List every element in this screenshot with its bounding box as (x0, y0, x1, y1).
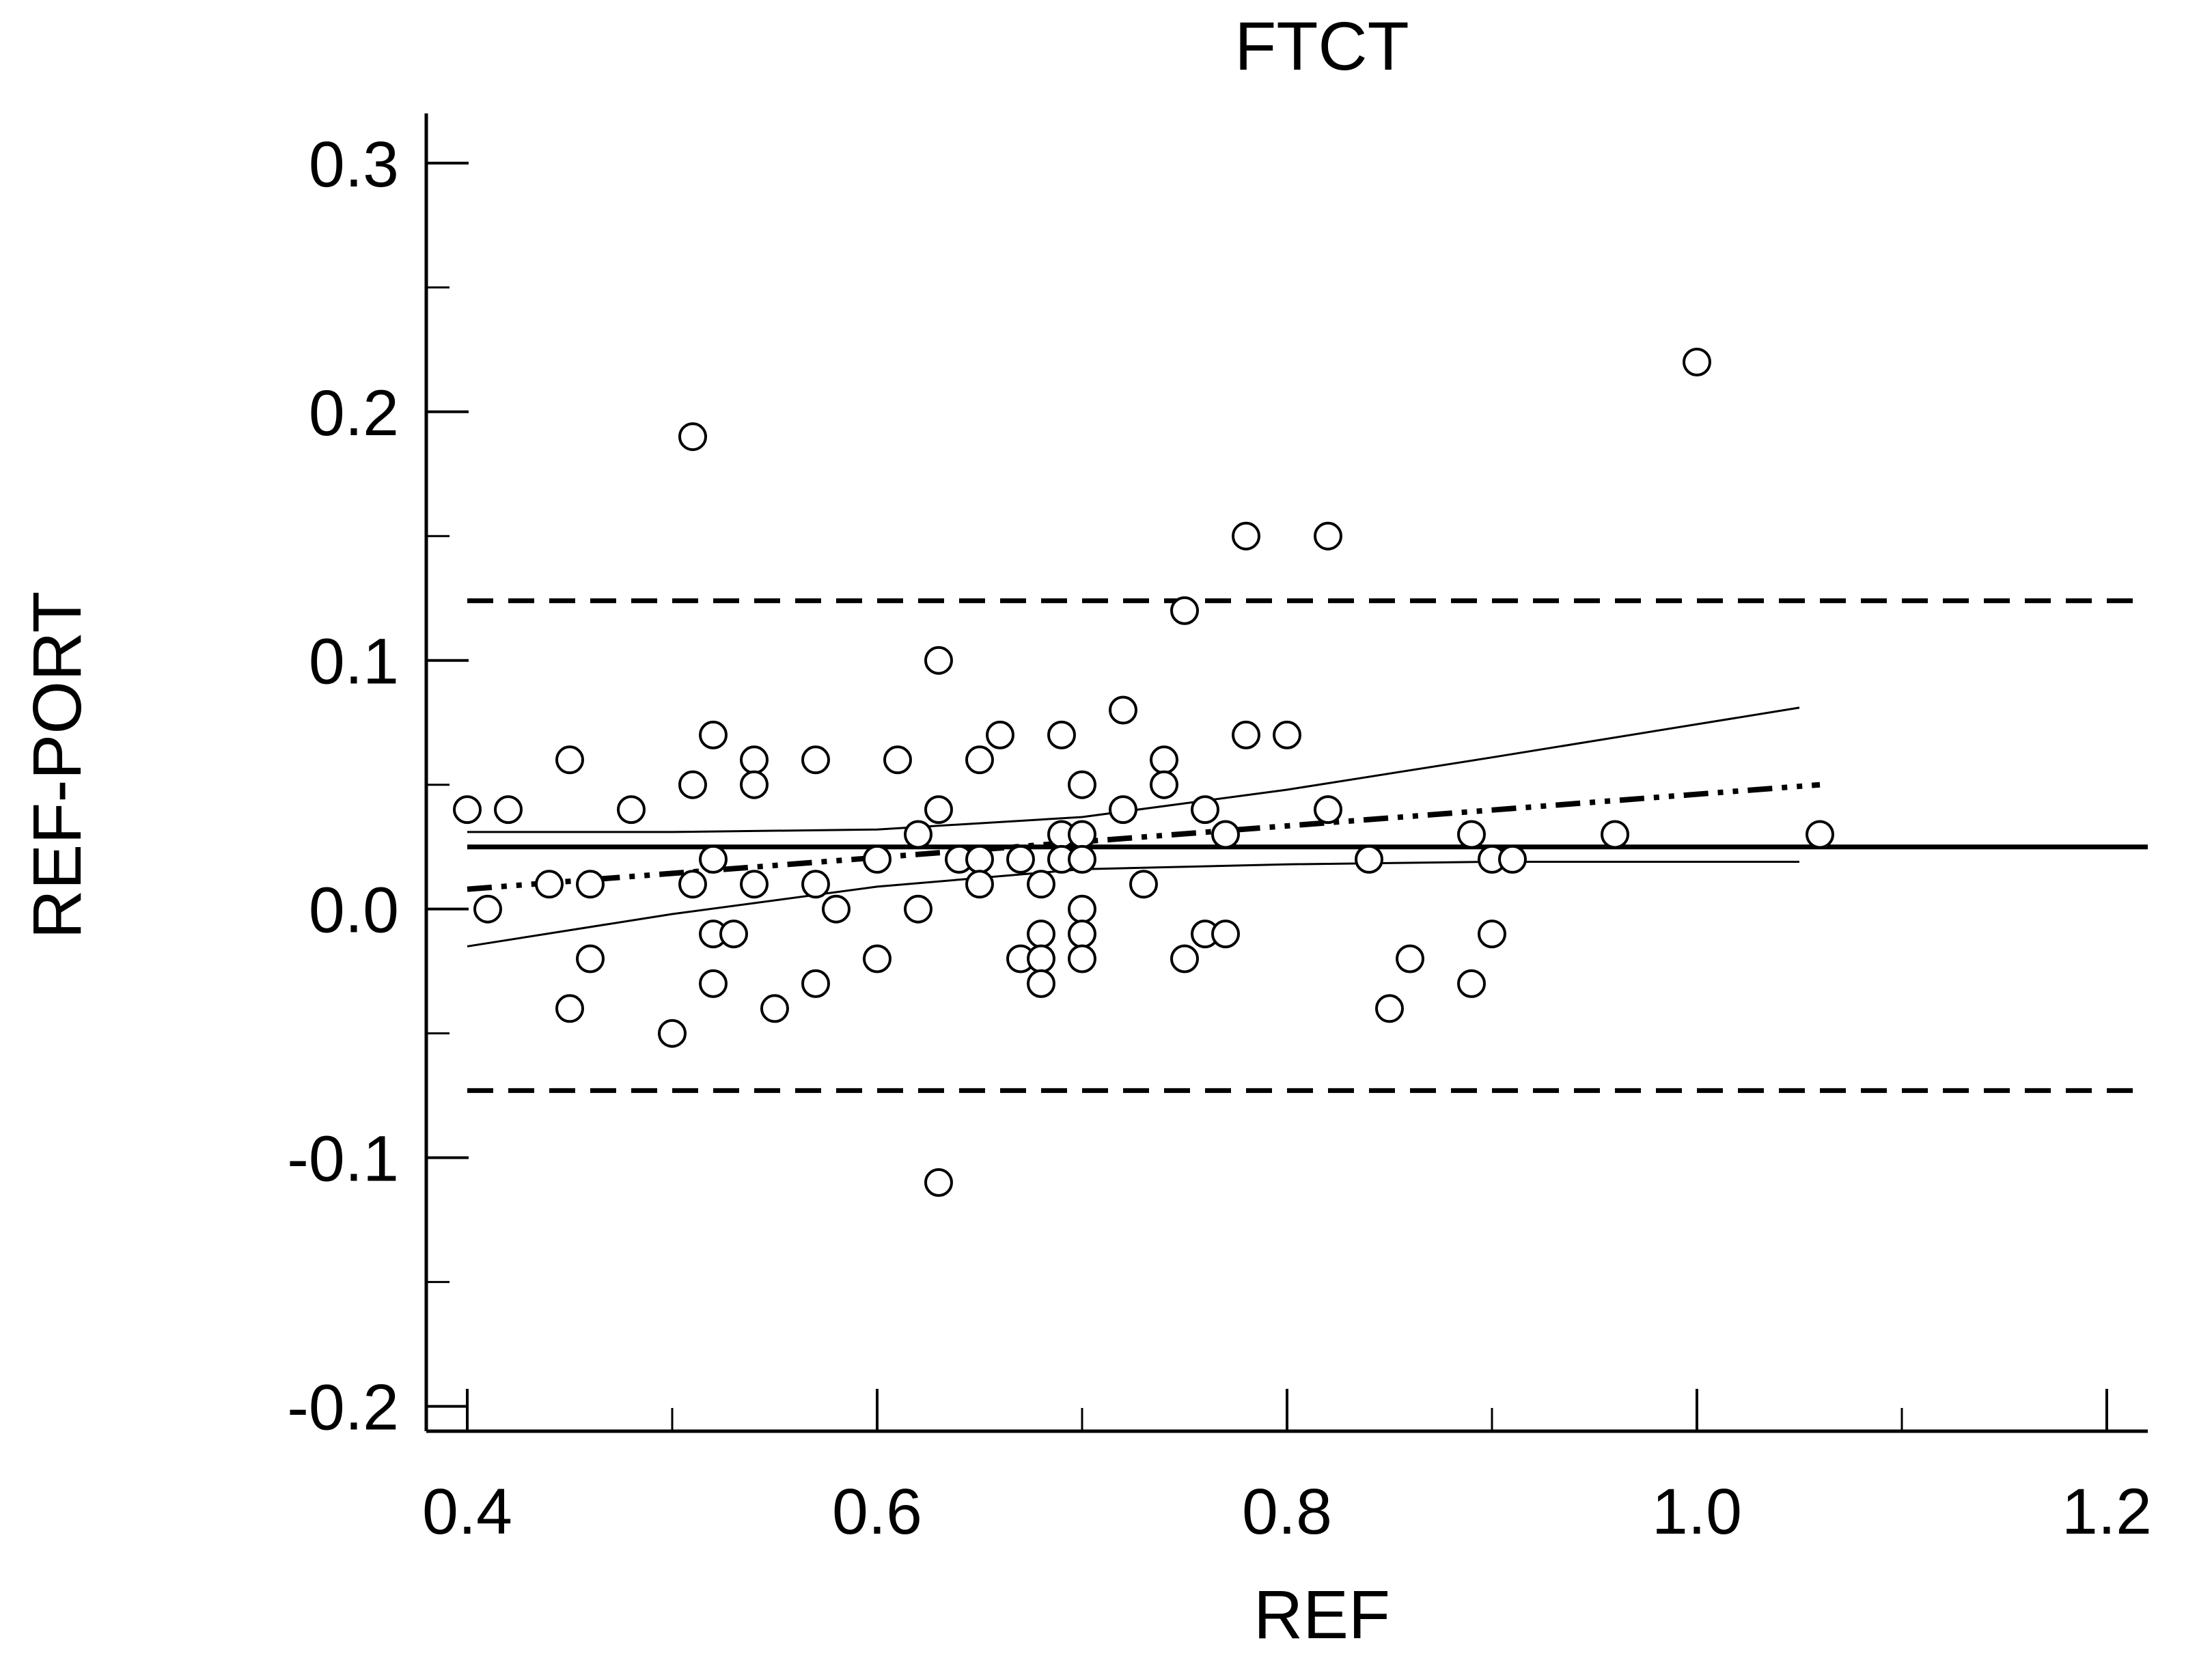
data-point (740, 745, 769, 775)
data-point (1498, 844, 1527, 874)
x-tick-label: 0.6 (832, 1476, 922, 1548)
data-point (617, 795, 646, 825)
data-point (924, 1168, 953, 1197)
data-point (494, 795, 523, 825)
regression-line (467, 782, 1821, 892)
data-point (1027, 969, 1055, 998)
y-tick-label: -0.1 (287, 1123, 399, 1196)
data-point (1273, 720, 1301, 749)
data-point (473, 894, 502, 924)
data-point (1806, 820, 1834, 849)
y-tick-label: 0.0 (309, 874, 399, 947)
data-point (555, 994, 584, 1023)
data-point (1191, 795, 1219, 825)
y-axis-title: REF-PORT (19, 591, 96, 939)
data-point (1109, 795, 1137, 825)
data-point (1068, 844, 1096, 874)
data-point (699, 720, 728, 749)
axes: -0.2 -0.1 0.0 0.1 0.2 0.3 0.4 0.6 0.8 1.0 1.2 (287, 113, 2152, 1548)
data-point (883, 745, 912, 775)
data-point (678, 422, 707, 452)
data-point (1068, 944, 1096, 973)
data-point (699, 844, 728, 874)
data-point (1068, 770, 1096, 799)
data-point (719, 920, 748, 949)
data-point (1170, 944, 1199, 973)
data-point (1170, 596, 1199, 625)
data-point (740, 870, 769, 899)
data-point (1232, 521, 1260, 551)
data-point (576, 944, 605, 973)
chart-title: FTCT (1234, 8, 1409, 85)
data-point (965, 745, 994, 775)
data-point (1068, 920, 1096, 949)
data-point (1314, 795, 1342, 825)
data-point (1027, 870, 1055, 899)
data-point (863, 944, 891, 973)
data-point (1027, 944, 1055, 973)
data-point (658, 1019, 687, 1048)
data-point (760, 994, 789, 1023)
data-point (924, 795, 953, 825)
data-point (904, 894, 932, 924)
x-tick-label: 1.0 (1652, 1476, 1742, 1548)
data-point (1129, 870, 1158, 899)
data-point (1457, 969, 1486, 998)
x-axis-title: REF (1254, 1577, 1390, 1653)
data-point (1027, 920, 1055, 949)
data-point (904, 820, 932, 849)
data-point (1109, 695, 1137, 725)
data-point (1006, 844, 1035, 874)
data-point (1601, 820, 1629, 849)
y-tick-label: -0.2 (287, 1372, 399, 1444)
data-point (453, 795, 482, 825)
data-point (1396, 944, 1424, 973)
data-point (555, 745, 584, 775)
data-point (1047, 720, 1076, 749)
data-point (1068, 894, 1096, 924)
data-point (1211, 920, 1240, 949)
data-point (965, 870, 994, 899)
data-point (1068, 820, 1096, 849)
data-point (801, 969, 830, 998)
data-point (822, 894, 851, 924)
data-point (1150, 745, 1178, 775)
x-tick-label: 0.8 (1242, 1476, 1332, 1548)
data-point (740, 770, 769, 799)
x-tick-label: 1.2 (2062, 1476, 2152, 1548)
data-point (1457, 820, 1486, 849)
data-point (965, 844, 994, 874)
data-point (1375, 994, 1404, 1023)
data-point (1683, 348, 1711, 376)
data-point (535, 870, 564, 899)
data-point (801, 745, 830, 775)
reference-lines (467, 598, 2148, 1093)
confidence-band-upper (467, 706, 1800, 833)
data-point (1355, 844, 1383, 874)
data-point (924, 646, 953, 675)
x-tick-label: 0.4 (422, 1476, 512, 1548)
y-tick-label: 0.3 (309, 128, 399, 201)
data-point (1211, 820, 1240, 849)
data-point (699, 969, 728, 998)
data-point (1478, 920, 1506, 949)
data-point (1232, 720, 1260, 749)
data-point (801, 870, 830, 899)
data-point (986, 720, 1014, 749)
data-point (863, 844, 891, 874)
data-point (1150, 770, 1178, 799)
data-point (1314, 521, 1342, 551)
y-tick-label: 0.1 (309, 626, 399, 698)
data-point (576, 870, 605, 899)
data-point (678, 770, 707, 799)
y-tick-label: 0.2 (309, 377, 399, 450)
data-point (678, 870, 707, 899)
data-points (453, 348, 1834, 1197)
